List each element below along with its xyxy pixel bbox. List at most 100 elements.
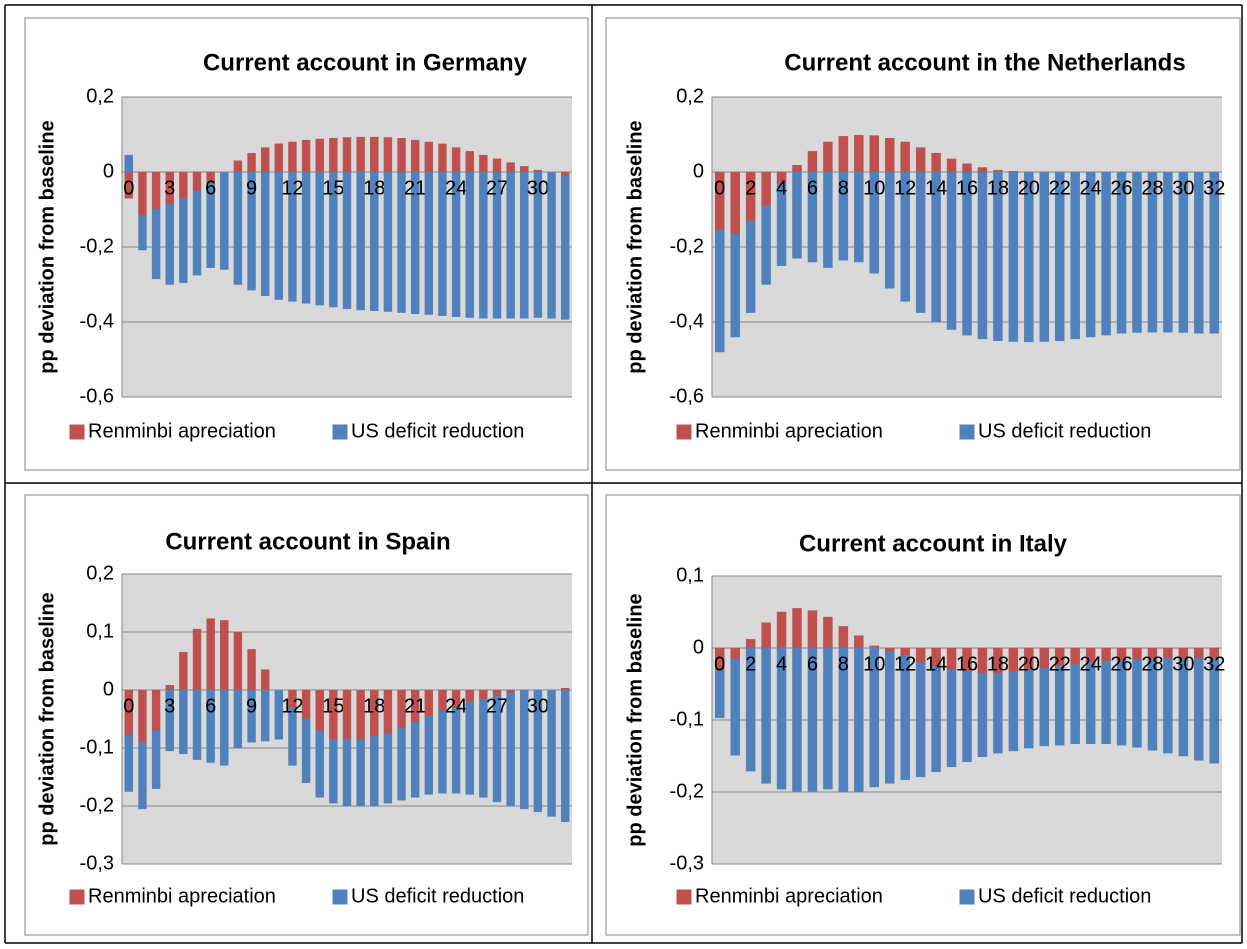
bar — [342, 137, 352, 173]
bar — [1070, 171, 1080, 340]
bar — [807, 610, 818, 649]
bar — [424, 171, 434, 315]
bar — [761, 622, 771, 649]
bar — [962, 171, 972, 336]
legend-label: US deficit reduction — [978, 420, 1151, 442]
bar — [165, 689, 174, 752]
bar — [977, 672, 988, 757]
bar — [745, 647, 756, 772]
bar — [730, 658, 740, 756]
bar — [900, 171, 910, 302]
chart: 0,20-0,2-0,4-0,60 2 4 6 8 10 12 14 16 18 20 22 24 26 2… — [605, 17, 1241, 471]
x-tick-label: 14 — [925, 177, 947, 199]
bar — [547, 171, 556, 319]
bar — [1039, 647, 1050, 669]
y-tick-label: -0,1 — [80, 736, 114, 758]
bar — [761, 171, 771, 206]
x-tick-label: 15 — [322, 695, 344, 717]
bar — [838, 171, 849, 261]
bar — [479, 171, 488, 319]
x-tick-label: 18 — [363, 177, 385, 199]
y-tick-label: -0,2 — [80, 794, 114, 816]
bar — [560, 689, 570, 822]
bar — [1132, 659, 1142, 748]
x-tick-label: 22 — [1049, 653, 1071, 675]
bar — [438, 710, 447, 794]
bar — [451, 171, 461, 317]
bar — [1101, 647, 1111, 662]
bar — [776, 647, 787, 790]
bar — [823, 141, 833, 173]
bar — [301, 139, 311, 173]
bar — [807, 151, 818, 173]
bar — [260, 147, 270, 173]
x-tick-label: 30 — [1172, 177, 1194, 199]
bar — [370, 736, 379, 807]
x-tick-label: 30 — [527, 177, 549, 199]
bar — [823, 616, 833, 649]
bar — [356, 136, 365, 173]
bar — [274, 689, 284, 740]
bar — [151, 209, 161, 280]
bar — [1008, 671, 1019, 752]
y-tick-label: -0,6 — [80, 385, 114, 407]
x-tick-label: 24 — [445, 695, 467, 717]
bar — [260, 689, 270, 742]
bar — [931, 153, 941, 173]
bar — [560, 171, 570, 176]
table-borders — [4, 4, 1243, 944]
bar — [1085, 171, 1096, 338]
x-tick-label: 16 — [956, 653, 978, 675]
y-tick-label: 0 — [103, 160, 114, 182]
legend-label: Renminbi apreciation — [88, 420, 276, 442]
y-tick-label: 0,1 — [86, 620, 114, 642]
x-tick-label: 3 — [164, 695, 175, 717]
x-tick-label: 0 — [714, 653, 725, 675]
bar — [410, 171, 420, 314]
x-tick-label: 0 — [714, 177, 725, 199]
y-tick-label: -0,2 — [670, 235, 704, 257]
bar — [977, 647, 988, 674]
bar — [977, 167, 988, 173]
bar — [124, 154, 134, 173]
bar — [520, 166, 529, 173]
bar — [915, 647, 926, 663]
bar — [220, 689, 229, 766]
x-tick-label: 9 — [246, 695, 257, 717]
y-tick-label: 0,2 — [86, 85, 114, 107]
bar — [1101, 171, 1111, 336]
bar — [206, 618, 215, 691]
bar — [383, 137, 393, 173]
chart: 0,10-0,1-0,2-0,30 2 4 6 8 10 12 14 16 18 20 22 24 26 2… — [605, 494, 1241, 936]
bar — [1209, 171, 1220, 334]
bar — [492, 158, 502, 173]
bar — [792, 165, 802, 173]
x-tick-label: 20 — [1018, 653, 1040, 675]
bar — [1163, 657, 1173, 754]
bar — [915, 171, 926, 313]
x-tick-label: 6 — [807, 177, 818, 199]
x-tick-label: 0 — [123, 695, 134, 717]
bar — [761, 205, 771, 285]
bar — [547, 689, 556, 817]
x-tick-label: 18 — [987, 653, 1009, 675]
chart-title: Current account in Italy — [799, 530, 1068, 557]
x-tick-label: 6 — [205, 177, 216, 199]
x-tick-label: 2 — [745, 653, 756, 675]
bar — [492, 171, 502, 319]
bar — [807, 647, 818, 792]
bar — [1039, 667, 1050, 747]
bar — [884, 171, 895, 289]
bar — [1039, 171, 1050, 342]
x-tick-label: 3 — [164, 177, 175, 199]
bar — [962, 163, 972, 173]
chart-title: Current account in Spain — [165, 528, 450, 555]
bar — [900, 654, 910, 781]
bar — [233, 160, 243, 173]
bar — [410, 721, 420, 798]
bar — [179, 652, 188, 691]
bar — [192, 689, 202, 760]
x-tick-label: 30 — [1172, 653, 1194, 675]
bar — [383, 171, 393, 312]
bar — [869, 171, 880, 274]
